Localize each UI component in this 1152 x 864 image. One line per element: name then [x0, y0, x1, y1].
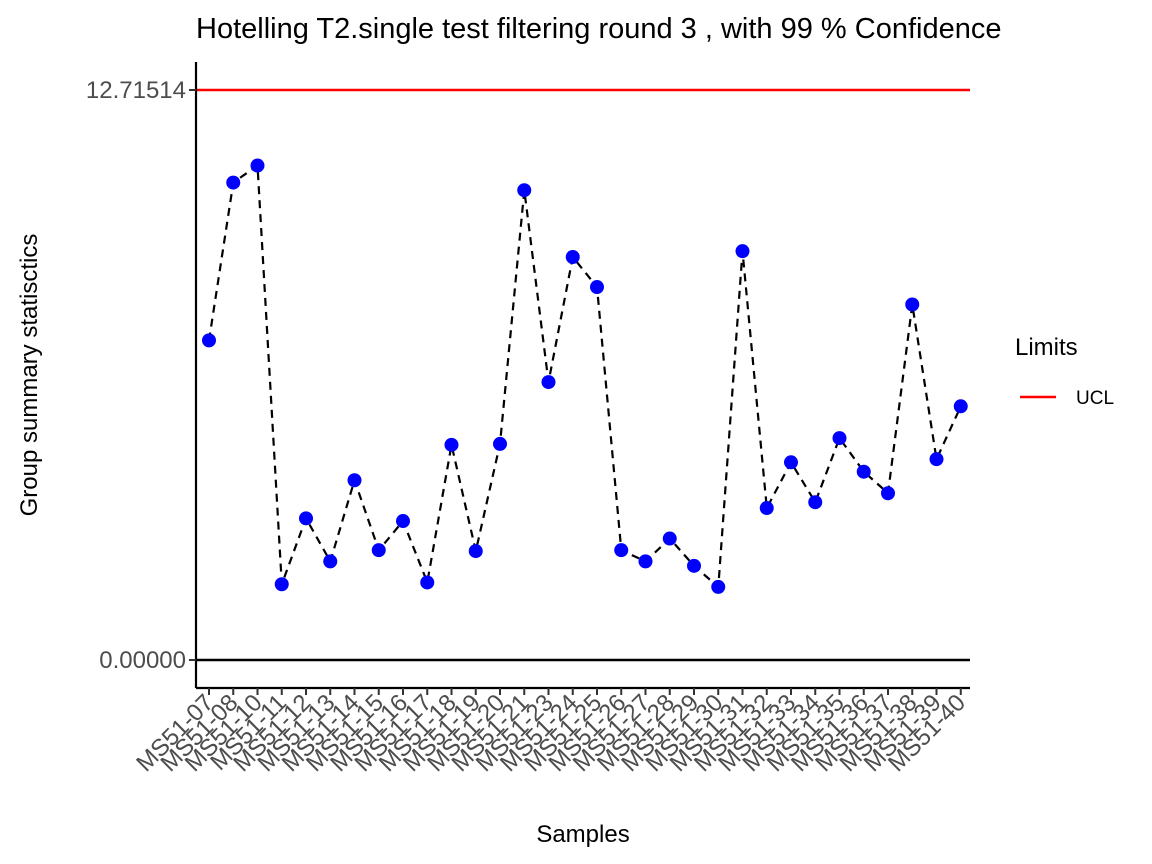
- data-point: [614, 543, 629, 558]
- data-point: [784, 455, 798, 470]
- data-point: [735, 244, 750, 259]
- data-point: [420, 575, 435, 590]
- data-point: [881, 486, 895, 501]
- data-point: [590, 280, 604, 295]
- data-point: [638, 554, 653, 569]
- data-point: [274, 577, 289, 592]
- data-point: [953, 399, 968, 414]
- data-point: [371, 543, 386, 558]
- data-point: [517, 183, 532, 198]
- data-point: [856, 464, 871, 479]
- x-axis-title: Samples: [536, 821, 629, 848]
- data-point: [929, 452, 944, 467]
- data-point: [468, 544, 483, 559]
- data-point: [347, 473, 362, 488]
- data-point: [250, 158, 265, 173]
- legend-title: Limits: [1015, 334, 1078, 361]
- data-point: [759, 501, 774, 516]
- data-point: [687, 558, 701, 573]
- data-point: [299, 511, 313, 526]
- legend: Limits UCL: [1015, 334, 1114, 409]
- y-tick-label: 12.71514: [86, 77, 186, 104]
- y-axis-title: Group summary statisctics: [16, 234, 43, 517]
- data-point: [444, 437, 459, 452]
- legend-ucl-label: UCL: [1076, 388, 1114, 409]
- data-point: [541, 375, 556, 390]
- plot-area: 0.0000012.71514MS51-07MS51-08MS51-10MS51…: [86, 62, 971, 777]
- y-tick-label: 0.00000: [99, 647, 186, 674]
- data-point: [565, 249, 580, 264]
- data-point: [202, 333, 216, 348]
- chart-title: Hotelling T2.single test filtering round…: [196, 13, 1001, 45]
- data-point: [226, 175, 241, 190]
- series-line: [207, 163, 962, 590]
- data-point: [493, 436, 507, 451]
- data-point: [808, 495, 823, 510]
- data-point: [832, 431, 847, 446]
- data-point: [905, 297, 920, 312]
- data-point: [323, 554, 338, 569]
- data-point: [396, 514, 410, 529]
- data-point: [662, 531, 677, 546]
- data-point: [711, 579, 726, 594]
